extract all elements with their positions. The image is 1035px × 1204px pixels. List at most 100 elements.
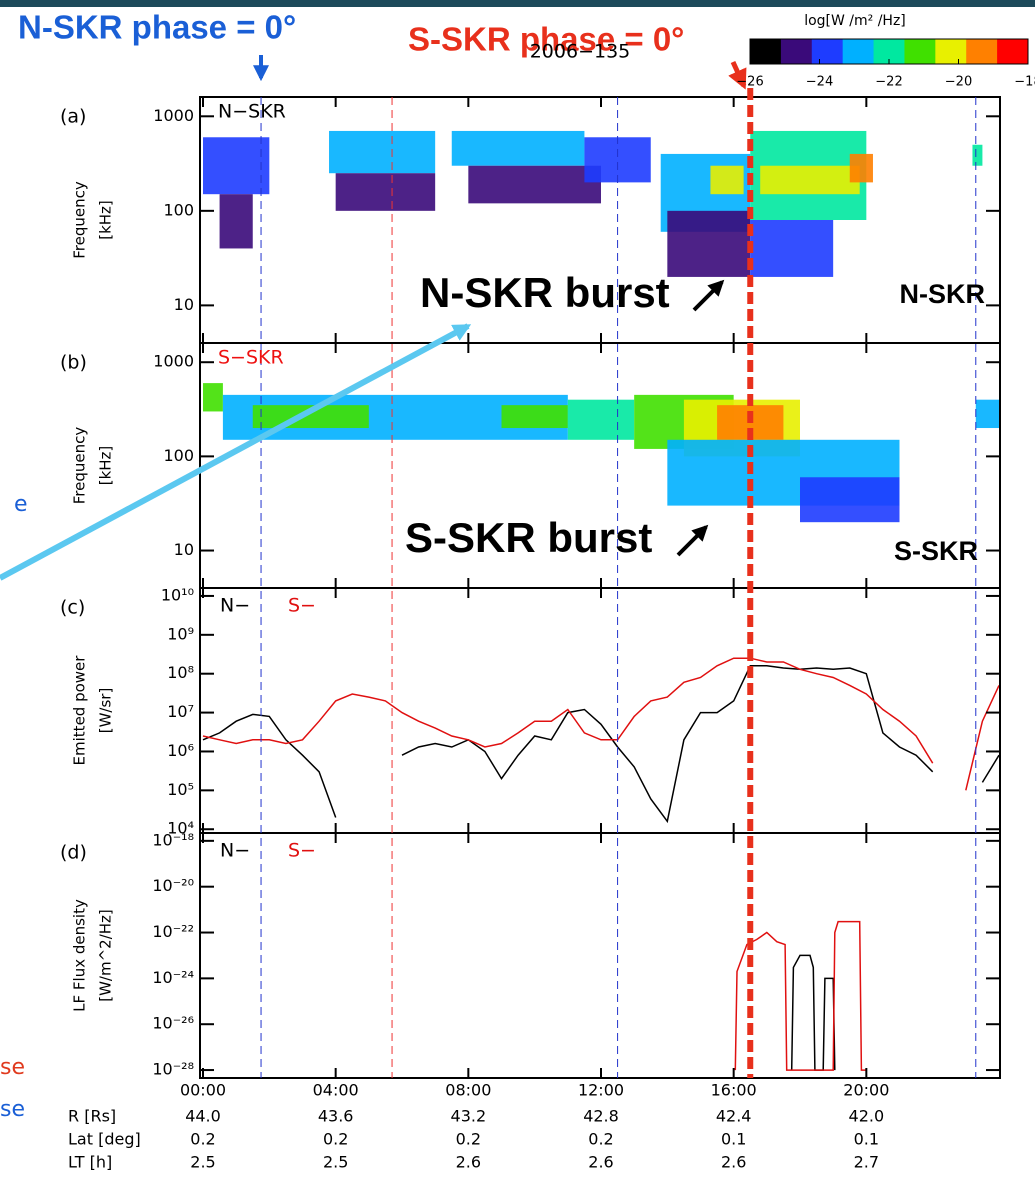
legend-entry: N−	[220, 840, 250, 862]
spectrogram-patch	[335, 173, 436, 211]
x-tick-label: 12:00	[578, 1081, 624, 1100]
ephemeris-value: 2.5	[190, 1153, 215, 1172]
y-tick-label: 10	[174, 540, 194, 559]
x-tick-label: 08:00	[445, 1081, 491, 1100]
y-tick-label: 10⁹	[167, 624, 194, 643]
colorbar-swatch	[997, 39, 1029, 64]
n-burst-arrow	[692, 279, 725, 312]
s-tag: S-SKR	[894, 536, 978, 566]
spectrogram-patch	[203, 383, 223, 412]
ephemeris-value: 2.6	[456, 1153, 481, 1172]
n-phase-label: N-SKR phase = 0°	[18, 9, 296, 46]
spectrogram-patch	[800, 477, 900, 523]
n-tag: N-SKR	[900, 279, 986, 309]
colorbar-tick-label: −20	[945, 75, 972, 90]
spectrogram-patch	[451, 130, 585, 166]
legend-entry: N−	[220, 595, 250, 617]
y-tick-label: 100	[163, 446, 194, 465]
y-tick-label: 10⁻²⁸	[152, 1060, 194, 1079]
ephemeris-value: 0.2	[456, 1130, 481, 1149]
y-tick-label: 10⁷	[167, 702, 194, 721]
spectrogram-patch	[750, 220, 834, 277]
overlay-layer	[200, 88, 1000, 1078]
spectrogram-patch	[219, 194, 253, 249]
data-layer	[202, 130, 1000, 1071]
y-axis-label: [W/sr]	[97, 688, 115, 734]
x-tick-label: 16:00	[711, 1081, 757, 1100]
y-axis-label: LF Flux density	[71, 899, 89, 1012]
spectrogram-patch	[849, 153, 873, 183]
fragment-text: e	[14, 492, 28, 517]
panel-label: (b)	[60, 352, 87, 374]
spectrogram-patch	[203, 137, 270, 195]
y-axis-label: [kHz]	[97, 446, 115, 486]
y-tick-label: 10⁻²⁶	[152, 1014, 194, 1033]
colorbar-swatch	[750, 39, 782, 64]
top-strip	[0, 0, 1035, 7]
pointer-arrow	[0, 323, 472, 581]
spectrogram-patch	[501, 405, 568, 429]
spectrogram-patch	[468, 165, 601, 204]
y-tick-label: 1000	[153, 352, 194, 371]
y-tick-label: 10⁶	[167, 741, 194, 760]
colorbar-tick-label: −18	[1014, 75, 1035, 90]
y-axis-label: [W/m^2/Hz]	[97, 909, 115, 1002]
y-tick-label: 10⁴	[167, 819, 194, 838]
x-tick-label: 20:00	[843, 1081, 889, 1100]
ephemeris-value: 0.2	[190, 1130, 215, 1149]
panel-label: (d)	[60, 842, 87, 864]
y-tick-label: 10⁻²⁰	[152, 876, 194, 895]
x-tick-label: 04:00	[313, 1081, 359, 1100]
y-axis-label: Frequency	[71, 427, 89, 505]
ephemeris-value: 42.4	[716, 1107, 752, 1126]
ephemeris-value: 2.6	[721, 1153, 746, 1172]
colorbar-tick-label: −22	[875, 75, 902, 90]
y-axis-label: [kHz]	[97, 200, 115, 240]
colorbar-tick-label: −26	[736, 75, 763, 90]
colorbar-swatch	[966, 39, 998, 64]
y-tick-label: 10⁻¹⁸	[152, 830, 194, 849]
n-burst-label: N-SKR burst	[420, 269, 670, 316]
colorbar-tick-label: −24	[806, 75, 833, 90]
ephemeris-value: 42.0	[849, 1107, 885, 1126]
ephemeris-value: 2.7	[854, 1153, 879, 1172]
ephemeris-value: 0.1	[721, 1130, 746, 1149]
date-label: 2006−135	[530, 41, 631, 63]
y-tick-label: 10⁸	[167, 663, 194, 682]
ephemeris-value: 44.0	[185, 1107, 221, 1126]
ephemeris-value: 42.8	[583, 1107, 619, 1126]
s-phase-arrow	[728, 60, 747, 90]
y-tick-label: 10¹⁰	[161, 585, 194, 604]
spectrogram-patch	[972, 144, 983, 166]
y-tick-label: 10⁻²⁴	[152, 968, 194, 987]
s-burst-label: S-SKR burst	[405, 514, 652, 561]
fragment-text: se	[0, 1097, 25, 1122]
x-tick-label: 00:00	[180, 1081, 226, 1100]
ephemeris-value: 0.2	[588, 1130, 613, 1149]
spectrogram-patch	[975, 399, 999, 429]
ephemeris-value: 0.2	[323, 1130, 348, 1149]
colorbar-swatch	[935, 39, 967, 64]
spectrogram-patch	[252, 405, 369, 429]
s-burst-arrow	[676, 524, 709, 557]
colorbar-swatch	[811, 39, 844, 64]
y-tick-label: 100	[163, 200, 194, 219]
colorbar-swatch	[904, 39, 936, 64]
panel-label: (a)	[60, 106, 86, 128]
ephemeris-value: 0.1	[854, 1130, 879, 1149]
spectrogram-patch	[760, 165, 860, 195]
series-line	[202, 665, 1000, 824]
fragment-text: se	[0, 1055, 25, 1080]
spectrogram-patch	[710, 165, 744, 195]
ephemeris-label: LT [h]	[68, 1153, 112, 1172]
panel-tag: N−SKR	[218, 101, 286, 123]
panel-tag: S−SKR	[218, 347, 284, 369]
spectrogram-patch	[667, 210, 751, 277]
y-axis-label: Emitted power	[71, 655, 89, 766]
ephemeris-value: 43.6	[318, 1107, 354, 1126]
ephemeris-label: R [Rs]	[68, 1107, 116, 1126]
y-tick-label: 10	[174, 295, 194, 314]
y-axis-label: Frequency	[71, 181, 89, 259]
